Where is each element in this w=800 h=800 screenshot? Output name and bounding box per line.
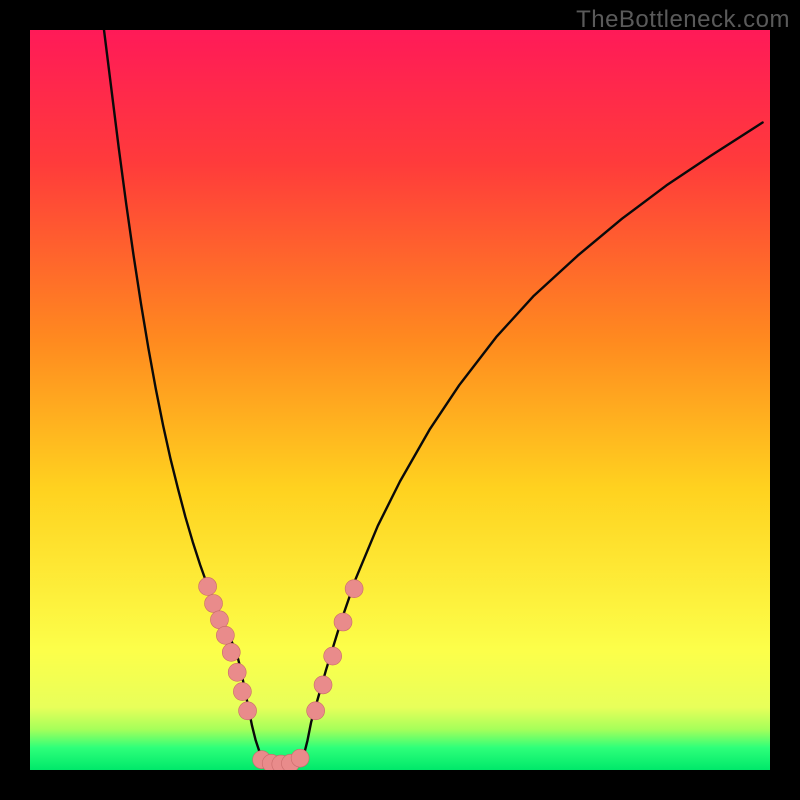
chart-svg — [30, 30, 770, 770]
chart-plot-area — [30, 30, 770, 770]
marker-dot — [239, 702, 257, 720]
gradient-background — [30, 30, 770, 770]
marker-dot — [233, 683, 251, 701]
marker-dot — [314, 676, 332, 694]
marker-dot — [205, 595, 223, 613]
marker-dot — [228, 663, 246, 681]
watermark: TheBottleneck.com — [576, 6, 790, 34]
marker-dot — [334, 613, 352, 631]
marker-dot — [291, 749, 309, 767]
marker-dot — [222, 643, 240, 661]
marker-dot — [216, 626, 234, 644]
marker-dot — [307, 702, 325, 720]
marker-dot — [199, 577, 217, 595]
marker-dot — [345, 580, 363, 598]
marker-dot — [324, 647, 342, 665]
